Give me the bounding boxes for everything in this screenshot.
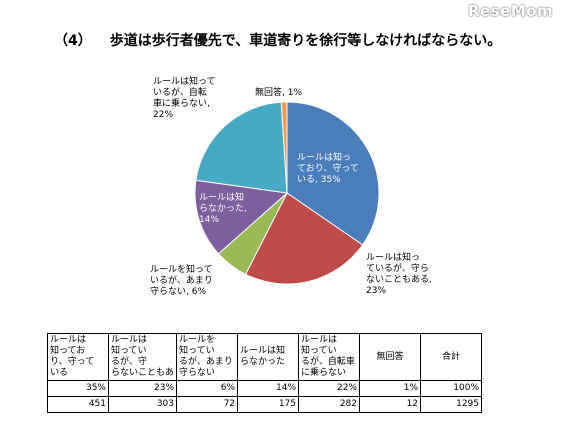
title-number: （4） xyxy=(54,33,92,49)
table-cell: 22% xyxy=(298,380,361,397)
slice-label-3: ルールは知 らなかった, 14% xyxy=(199,193,247,225)
table-cell: 1295 xyxy=(420,396,483,413)
table-cell: 100% xyxy=(420,380,483,397)
table-cell: 175 xyxy=(237,396,300,413)
pie-slice-5 xyxy=(280,101,288,194)
table-cell: 282 xyxy=(298,396,361,413)
table-cell: 6% xyxy=(176,380,239,397)
table-header-row: ルールは 知ってお り、守って いる ルールは 知ってい るが、守 らないことも… xyxy=(47,333,483,381)
table-cell: 12 xyxy=(359,396,422,413)
table-header-cell: 無回答 xyxy=(359,333,422,381)
table-cell: 451 xyxy=(47,396,109,413)
slice-label-0: ルールは知っ ており、守って いる, 35% xyxy=(297,153,359,185)
table-header-cell: ルールを 知ってい るが、あまり 守らない xyxy=(176,333,239,381)
table-cell: 23% xyxy=(107,380,178,397)
table-header-cell: ルールは 知ってい るが、自転車 に乗らない xyxy=(298,333,361,381)
watermark-logo: ReseMom xyxy=(468,2,554,20)
table-percent-row: 35% 23% 6% 14% 22% 1% 100% xyxy=(47,380,483,397)
slice-label-2: ルールを知って いるが、あまり 守らない, 6% xyxy=(150,265,213,297)
table-cell: 35% xyxy=(47,380,109,397)
pie-slice-3 xyxy=(194,179,289,255)
table-header-cell: ルールは知 らなかった xyxy=(237,333,300,381)
table-cell: 72 xyxy=(176,396,239,413)
slice-label-5: 無回答, 1% xyxy=(255,88,302,98)
data-table: ルールは 知ってお り、守って いる ルールは 知ってい るが、守 らないことも… xyxy=(47,333,483,413)
title-text: 歩道は歩行者優先で、車道寄りを徐行等しなければならない。 xyxy=(109,33,502,49)
table-count-row: 451 303 72 175 282 12 1295 xyxy=(47,396,483,413)
pie-slice-1 xyxy=(244,192,364,285)
table-cell: 14% xyxy=(237,380,300,397)
slice-label-4: ルールは知って いるが、自転 車に乗らない, 22% xyxy=(153,77,216,120)
table-header-cell: 合計 xyxy=(420,333,483,381)
table-cell: 303 xyxy=(107,396,178,413)
table-header-cell: ルールは 知ってい るが、守 らないこともあ xyxy=(107,333,178,381)
pie-slice-4 xyxy=(195,101,288,194)
table-cell: 1% xyxy=(359,380,422,397)
chart-title: （4） 歩道は歩行者優先で、車道寄りを徐行等しなければならない。 xyxy=(54,30,501,50)
pie-slice-0 xyxy=(286,101,380,246)
slice-label-1: ルールは知っ ているが、守ら ないこともある, 23% xyxy=(366,253,432,296)
table-header-cell: ルールは 知ってお り、守って いる xyxy=(47,333,109,381)
